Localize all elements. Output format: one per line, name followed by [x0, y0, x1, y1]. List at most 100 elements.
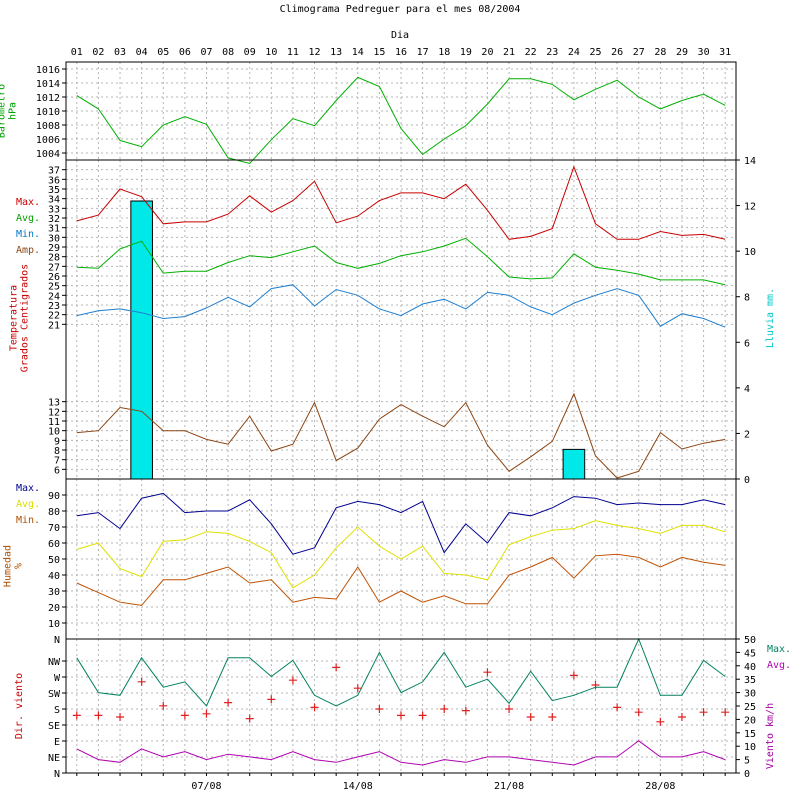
- y-tick-label: 80: [48, 507, 60, 518]
- y-tick-label: 10: [48, 427, 60, 438]
- date-label: 07/08: [191, 781, 221, 792]
- y-tick-label: 90: [48, 491, 60, 502]
- y-tick-label: 27: [48, 262, 60, 273]
- day-label: 04: [136, 47, 148, 58]
- temperature-line-min: [76, 284, 726, 328]
- day-label: 10: [265, 47, 277, 58]
- temperature-axis-label: Grados Centigrados: [20, 264, 31, 372]
- wind-direction-mark: [353, 684, 362, 693]
- day-label: 29: [676, 47, 688, 58]
- wind-direction-mark: [613, 703, 622, 712]
- day-label: 16: [395, 47, 407, 58]
- temperature-axis-label: Temperatura: [9, 285, 20, 351]
- barometer-axis-label: Barometro: [0, 84, 8, 138]
- y2-tick-label: 14: [744, 156, 756, 167]
- humidity-line-min: [76, 553, 726, 606]
- wind-direction-mark: [397, 711, 405, 720]
- humidity-line-max: [76, 492, 726, 555]
- humidity-axis-label: Humedad: [3, 545, 14, 587]
- day-label: 17: [417, 47, 429, 58]
- day-label: 06: [179, 47, 191, 58]
- y-tick-label: 24: [48, 291, 60, 302]
- legend-entry: Min.: [16, 515, 40, 526]
- y-tick-label: 35: [48, 185, 60, 196]
- y-tick-label: 26: [48, 272, 60, 283]
- legend-entry: Avg.: [767, 660, 791, 671]
- day-label: 30: [698, 47, 710, 58]
- day-label: 12: [309, 47, 321, 58]
- wind-line-max: [76, 637, 726, 707]
- date-label: 14/08: [343, 781, 373, 792]
- y2-tick-label: 4: [744, 384, 750, 395]
- y2-tick-label: 45: [744, 648, 756, 659]
- direction-tick-label: SE: [48, 721, 60, 732]
- day-label: 20: [481, 47, 493, 58]
- y-tick-label: 1008: [36, 121, 60, 132]
- day-label: 19: [460, 47, 472, 58]
- date-label: 28/08: [645, 781, 675, 792]
- y-tick-label: 8: [54, 446, 60, 457]
- wind-direction-mark: [634, 708, 643, 717]
- day-label: 01: [71, 47, 83, 58]
- y-tick-label: 25: [48, 282, 60, 293]
- day-label: 15: [373, 47, 385, 58]
- legend-entry: Max.: [16, 197, 40, 208]
- y-tick-label: 9: [54, 436, 60, 447]
- day-label: 03: [114, 47, 126, 58]
- wind-direction-mark: [656, 717, 665, 726]
- day-label: 23: [546, 47, 558, 58]
- y-tick-label: 28: [48, 253, 60, 264]
- legend-entry: Amp.: [16, 245, 40, 256]
- wind-direction-mark: [375, 705, 384, 713]
- wind-direction-mark: [569, 671, 578, 680]
- day-label: 05: [157, 47, 169, 58]
- y-tick-label: 1004: [36, 149, 60, 160]
- barometer-line: [76, 76, 726, 165]
- day-label: 14: [352, 47, 364, 58]
- day-label: 31: [719, 47, 731, 58]
- y2-tick-label: 50: [744, 635, 756, 646]
- wind-direction-mark: [505, 705, 514, 713]
- y2-tick-label: 10: [744, 247, 756, 258]
- day-label: 02: [92, 47, 104, 58]
- y2-tick-label: 20: [744, 715, 756, 726]
- wind-direction-mark: [202, 709, 211, 718]
- wind-speed-axis-label: Viento km/h: [765, 703, 776, 769]
- day-label: 13: [330, 47, 342, 58]
- y-tick-label: 1010: [36, 107, 60, 118]
- y2-tick-label: 6: [744, 338, 750, 349]
- wind-direction-mark: [180, 711, 189, 720]
- y-tick-label: 12: [48, 407, 60, 418]
- y-tick-label: 7: [54, 456, 60, 467]
- day-label: 08: [222, 47, 234, 58]
- y-tick-label: 31: [48, 224, 60, 235]
- day-label: 28: [654, 47, 666, 58]
- y-tick-label: 29: [48, 243, 60, 254]
- y2-tick-label: 12: [744, 202, 756, 213]
- wind-direction-mark: [699, 708, 708, 717]
- day-label: 21: [503, 47, 515, 58]
- wind-direction-mark: [224, 698, 233, 707]
- wind-direction-mark: [310, 703, 319, 712]
- wind-direction-mark: [721, 708, 730, 717]
- wind-direction-mark: [245, 714, 254, 723]
- legend-entry: Max.: [16, 483, 40, 494]
- y-tick-label: 22: [48, 311, 60, 322]
- day-label: 25: [589, 47, 601, 58]
- wind-direction-mark: [677, 713, 686, 721]
- rain-bar: [562, 448, 586, 480]
- day-label: 26: [611, 47, 623, 58]
- y-tick-label: 40: [48, 571, 60, 582]
- day-label: 09: [244, 47, 256, 58]
- wind-direction-mark: [440, 705, 449, 713]
- y-tick-label: 23: [48, 301, 60, 312]
- x-axis-label: Dia: [391, 30, 409, 41]
- day-label: 27: [633, 47, 645, 58]
- y-tick-label: 60: [48, 539, 60, 550]
- y2-tick-label: 2: [744, 429, 750, 440]
- wind-direction-mark: [288, 676, 297, 685]
- wind-direction-mark: [526, 713, 535, 721]
- legend-entry: Max.: [767, 644, 791, 655]
- day-label: 11: [287, 47, 299, 58]
